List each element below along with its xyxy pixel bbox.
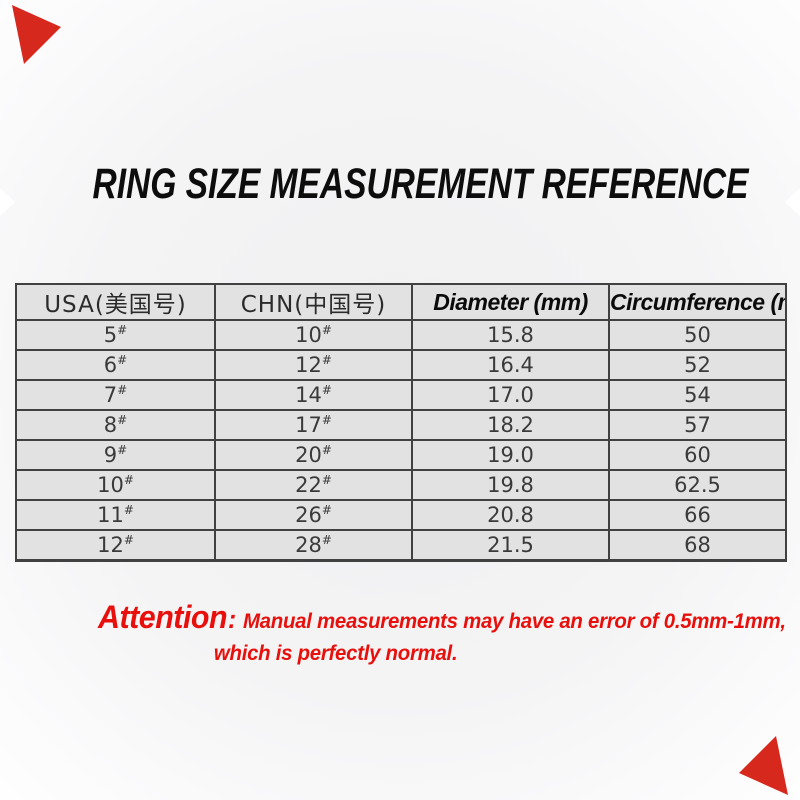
- table-row: 5# 10# 15.8 50: [15, 319, 787, 351]
- cell-usa: 10#: [15, 469, 216, 501]
- cell-usa: 5#: [15, 319, 216, 351]
- ring-size-table: USA(美国号) CHN(中国号) Diameter (mm) Circumfe…: [15, 283, 787, 562]
- hash-sup: #: [117, 443, 128, 457]
- attention-text: Manual measurements may have an error of…: [242, 609, 786, 633]
- cell-usa: 8#: [15, 409, 216, 441]
- hash-sup: #: [321, 533, 332, 547]
- hash-sup: #: [117, 413, 128, 427]
- cell-diameter: 20.8: [411, 499, 610, 531]
- corner-triangle-top-left-icon: [12, 5, 61, 64]
- cell-usa: 9#: [15, 439, 216, 471]
- page-title: RING SIZE MEASUREMENT REFERENCE: [92, 160, 749, 208]
- hash-sup: #: [117, 323, 128, 337]
- cell-usa: 7#: [15, 379, 216, 411]
- attention-line2: which is perfectly normal.: [213, 641, 458, 665]
- table-header-row: USA(美国号) CHN(中国号) Diameter (mm) Circumfe…: [15, 283, 787, 321]
- hash-sup: #: [117, 353, 128, 367]
- table-row: 8# 17# 18.2 57: [15, 409, 787, 441]
- hash-sup: #: [321, 443, 332, 457]
- table-row: 10# 22# 19.8 62.5: [15, 469, 787, 501]
- table-row: 6# 12# 16.4 52: [15, 349, 787, 381]
- cell-circumference: 54: [608, 379, 787, 411]
- hash-sup: #: [123, 503, 134, 517]
- cell-chn: 20#: [214, 439, 413, 471]
- table-row: 11# 26# 20.8 66: [15, 499, 787, 531]
- cell-diameter: 21.5: [411, 529, 610, 562]
- header-chn: CHN(中国号): [214, 283, 413, 321]
- cell-circumference: 57: [608, 409, 787, 441]
- hash-sup: #: [321, 503, 332, 517]
- corner-triangle-bottom-right-icon: [739, 736, 788, 795]
- cell-diameter: 16.4: [411, 349, 610, 381]
- cell-circumference: 60: [608, 439, 787, 471]
- attention-colon: :: [228, 604, 237, 634]
- hash-sup: #: [321, 383, 332, 397]
- hash-sup: #: [321, 473, 332, 487]
- cell-diameter: 18.2: [411, 409, 610, 441]
- hash-sup: #: [123, 533, 134, 547]
- cell-circumference: 52: [608, 349, 787, 381]
- hash-sup: #: [321, 353, 332, 367]
- table-row: 12# 28# 21.5 68: [15, 529, 787, 562]
- cell-diameter: 15.8: [411, 319, 610, 351]
- hash-sup: #: [321, 323, 332, 337]
- right-edge-chevron-icon: [785, 188, 800, 216]
- cell-chn: 17#: [214, 409, 413, 441]
- attention-label: Attention: [98, 599, 228, 635]
- hash-sup: #: [123, 473, 134, 487]
- left-edge-chevron-icon: [0, 188, 15, 216]
- cell-circumference: 50: [608, 319, 787, 351]
- header-circumference: Circumference (mm): [608, 283, 787, 321]
- header-usa: USA(美国号): [15, 283, 216, 321]
- cell-chn: 22#: [214, 469, 413, 501]
- hash-sup: #: [117, 383, 128, 397]
- cell-usa: 11#: [15, 499, 216, 531]
- table-row: 7# 14# 17.0 54: [15, 379, 787, 411]
- header-diameter: Diameter (mm): [411, 283, 610, 321]
- cell-usa: 12#: [15, 529, 216, 562]
- cell-diameter: 19.8: [411, 469, 610, 501]
- attention-note: Attention: Manual measurements may have …: [98, 599, 786, 666]
- cell-chn: 26#: [214, 499, 413, 531]
- cell-diameter: 17.0: [411, 379, 610, 411]
- cell-circumference: 62.5: [608, 469, 787, 501]
- cell-diameter: 19.0: [411, 439, 610, 471]
- table-row: 9# 20# 19.0 60: [15, 439, 787, 471]
- hash-sup: #: [321, 413, 332, 427]
- cell-chn: 14#: [214, 379, 413, 411]
- cell-circumference: 66: [608, 499, 787, 531]
- cell-circumference: 68: [608, 529, 787, 562]
- cell-chn: 12#: [214, 349, 413, 381]
- cell-usa: 6#: [15, 349, 216, 381]
- attention-line1: Attention: Manual measurements may have …: [98, 599, 786, 636]
- cell-chn: 28#: [214, 529, 413, 562]
- cell-chn: 10#: [214, 319, 413, 351]
